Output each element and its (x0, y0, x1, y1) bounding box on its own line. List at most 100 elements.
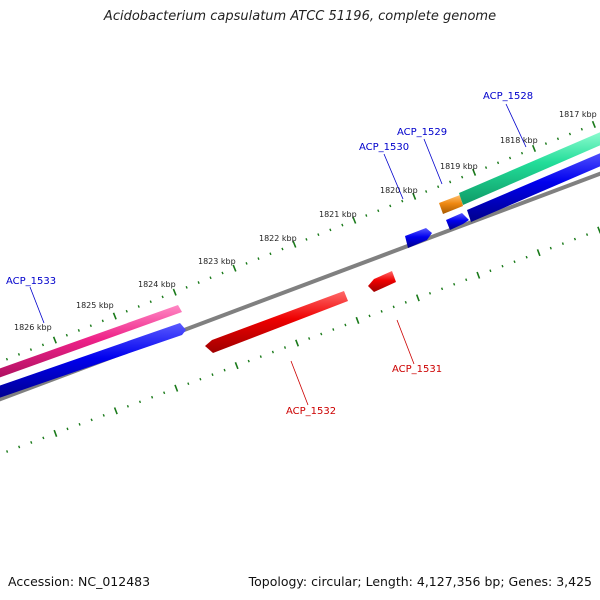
kbp-label-1820: 1820 kbp (380, 186, 418, 195)
kbp-label-1818: 1818 kbp (500, 136, 538, 145)
gene-blue-small-arrow[interactable] (446, 213, 469, 230)
inner-tick-mark (404, 300, 407, 304)
gene-acp-1531-arrow[interactable] (368, 271, 396, 292)
inner-tick-mark (42, 436, 45, 440)
outer-tick-mark (425, 190, 428, 193)
outer-tick-mark (125, 309, 128, 313)
inner-tick-mark (151, 395, 154, 399)
outer-tick-mark (496, 161, 500, 165)
outer-tick-mark (341, 223, 344, 227)
outer-tick-mark (17, 353, 21, 356)
outer-tick-mark (5, 357, 9, 361)
outer-tick-mark (161, 295, 164, 299)
leader-acp-1532 (290, 360, 309, 406)
leader-acp-1533 (29, 286, 45, 324)
inner-tick-mark (126, 404, 129, 408)
gene-blue-right-arrow[interactable] (467, 149, 600, 222)
outer-tick-mark (209, 276, 212, 280)
outer-tick-mark (329, 228, 332, 232)
inner-tick-mark (344, 323, 347, 327)
inner-tick-mark (90, 418, 93, 422)
gene-acp-1533-arrow[interactable] (0, 305, 182, 381)
gene-label-acp-1533[interactable]: ACP_1533 (6, 276, 56, 287)
inner-tick-mark (465, 278, 468, 282)
outer-tick-mark (232, 264, 237, 272)
inner-tick-mark (53, 429, 58, 437)
inner-tick-mark (271, 350, 274, 354)
outer-tick-mark (29, 348, 33, 351)
map-title: Acidobacterium capsulatum ATCC 51196, co… (103, 9, 497, 24)
inner-tick-mark (66, 427, 69, 431)
kbp-label-1821: 1821 kbp (319, 210, 357, 219)
outer-tick-mark (89, 324, 92, 328)
kbp-label-1825: 1825 kbp (76, 301, 114, 310)
inner-tick-mark (549, 246, 552, 250)
gene-label-acp-1531[interactable]: ACP_1531 (392, 364, 442, 375)
inner-tick-mark (247, 359, 250, 363)
inner-tick-mark (561, 242, 564, 245)
leader-acp-1530 (383, 153, 404, 200)
inner-tick-mark (585, 233, 589, 236)
gene-acp-1528-arrow[interactable] (459, 128, 600, 205)
gene-acp-1532-arrow[interactable] (205, 291, 348, 353)
outer-tick-mark (484, 166, 488, 169)
kbp-label-1826: 1826 kbp (14, 323, 52, 332)
inner-tick-ring (6, 226, 600, 453)
inner-tick-mark (6, 450, 9, 453)
inner-tick-mark (295, 339, 300, 347)
outer-tick-mark (269, 252, 272, 256)
outer-tick-mark (365, 214, 368, 217)
outer-tick-mark (221, 271, 224, 275)
inner-tick-mark (211, 373, 214, 377)
inner-tick-mark (199, 377, 202, 381)
outer-tick-mark (245, 262, 248, 265)
outer-tick-mark (389, 204, 392, 208)
outer-tick-mark (197, 281, 200, 284)
inner-tick-mark (513, 260, 516, 264)
kbp-label-1822: 1822 kbp (259, 234, 297, 243)
leader-acp-1529 (423, 138, 443, 185)
outer-tick-mark (544, 142, 548, 145)
inner-tick-mark (415, 294, 420, 302)
inner-tick-mark (113, 407, 118, 415)
outer-tick-mark (65, 333, 68, 337)
inner-tick-mark (223, 368, 226, 372)
outer-tick-mark (568, 132, 572, 136)
gene-label-acp-1530[interactable]: ACP_1530 (359, 142, 409, 153)
outer-tick-mark (520, 151, 524, 155)
kbp-label-1823: 1823 kbp (198, 257, 236, 266)
inner-tick-mark (138, 400, 142, 404)
gene-label-acp-1532[interactable]: ACP_1532 (286, 406, 336, 417)
outer-tick-mark (556, 137, 560, 141)
gene-blue-long-arrow[interactable] (0, 323, 186, 401)
outer-tick-mark (317, 233, 320, 237)
gene-acp-1529-arrow[interactable] (439, 195, 463, 214)
inner-tick-mark (320, 332, 323, 336)
outer-tick-mark (401, 199, 404, 203)
outer-tick-mark (281, 247, 284, 251)
inner-tick-mark (355, 316, 360, 324)
inner-tick-mark (78, 422, 81, 426)
inner-tick-mark (332, 328, 335, 331)
inner-tick-mark (380, 310, 383, 313)
gene-acp-1530-arrow[interactable] (405, 228, 432, 248)
leader-acp-1531 (396, 319, 415, 365)
outer-tick-mark (149, 300, 152, 304)
inner-tick-mark (428, 291, 432, 295)
gene-label-acp-1529[interactable]: ACP_1529 (397, 127, 447, 138)
outer-tick-ring (5, 120, 596, 361)
inner-tick-mark (476, 271, 481, 279)
inner-tick-mark (536, 249, 541, 257)
outer-tick-mark (461, 175, 464, 179)
inner-tick-mark (30, 441, 33, 444)
genome-summary-text: Topology: circular; Length: 4,127,356 bp… (248, 574, 592, 589)
outer-tick-mark (101, 319, 104, 323)
inner-tick-mark (308, 337, 311, 340)
inner-tick-mark (489, 269, 492, 273)
outer-tick-mark (352, 216, 357, 224)
outer-tick-mark (437, 185, 440, 189)
inner-tick-mark (259, 355, 262, 358)
gene-label-acp-1528[interactable]: ACP_1528 (483, 91, 533, 102)
outer-tick-mark (172, 288, 177, 296)
outer-tick-mark (531, 144, 537, 152)
